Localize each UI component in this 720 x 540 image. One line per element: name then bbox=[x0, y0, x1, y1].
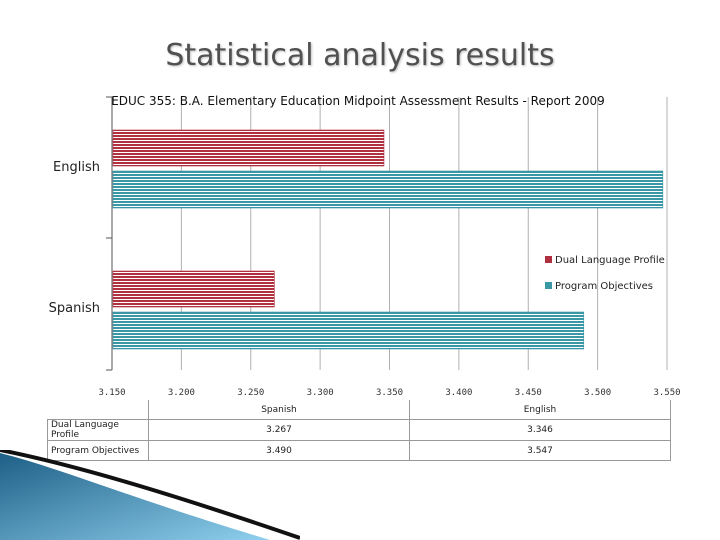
table-row-label: Dual Language Profile bbox=[47, 419, 149, 441]
table-row-label: Program Objectives bbox=[47, 440, 149, 461]
table-col-header: Spanish bbox=[148, 400, 410, 420]
x-tick-label: 3.450 bbox=[515, 388, 542, 398]
table-corner-cell bbox=[48, 400, 149, 420]
bar-english-program-objectives bbox=[112, 170, 664, 209]
x-tick-label: 3.400 bbox=[445, 388, 472, 398]
bar-english-dual-language-profile bbox=[112, 129, 385, 167]
bar-spanish-program-objectives bbox=[112, 311, 585, 350]
x-tick-label: 3.350 bbox=[376, 388, 403, 398]
decorative-corner-swoosh bbox=[0, 450, 300, 540]
chart-title: EDUC 355: B.A. Elementary Education Midp… bbox=[111, 94, 605, 108]
x-tick-label: 3.200 bbox=[168, 388, 195, 398]
table-cell: 3.346 bbox=[409, 419, 671, 441]
slide-title: Statistical analysis results bbox=[165, 38, 555, 73]
bar-spanish-dual-language-profile bbox=[112, 270, 275, 308]
category-label-english: English bbox=[53, 160, 100, 175]
table-row: Dual Language Profile 3.267 3.346 bbox=[47, 419, 671, 441]
legend-swatch-dual-language-profile bbox=[545, 256, 552, 263]
x-tick-label: 3.550 bbox=[653, 388, 680, 398]
x-tick-label: 3.300 bbox=[307, 388, 334, 398]
x-tick-label: 3.150 bbox=[98, 388, 125, 398]
legend-label-program-objectives: Program Objectives bbox=[555, 281, 653, 292]
legend-label-dual-language-profile: Dual Language Profile bbox=[555, 255, 665, 266]
table-cell: 3.267 bbox=[148, 419, 410, 441]
table-cell: 3.547 bbox=[409, 440, 671, 461]
legend-swatch-program-objectives bbox=[545, 282, 552, 289]
table-header-row: Spanish English bbox=[48, 400, 671, 420]
bar-chart: EDUC 355: B.A. Elementary Education Midp… bbox=[49, 94, 681, 398]
x-tick-label: 3.500 bbox=[584, 388, 611, 398]
table-cell: 3.490 bbox=[148, 440, 410, 461]
category-label-spanish: Spanish bbox=[49, 301, 100, 316]
data-table: Spanish English Dual Language Profile 3.… bbox=[47, 400, 671, 461]
table-row: Program Objectives 3.490 3.547 bbox=[47, 440, 671, 461]
table-col-header: English bbox=[409, 400, 671, 420]
x-tick-label: 3.250 bbox=[237, 388, 264, 398]
